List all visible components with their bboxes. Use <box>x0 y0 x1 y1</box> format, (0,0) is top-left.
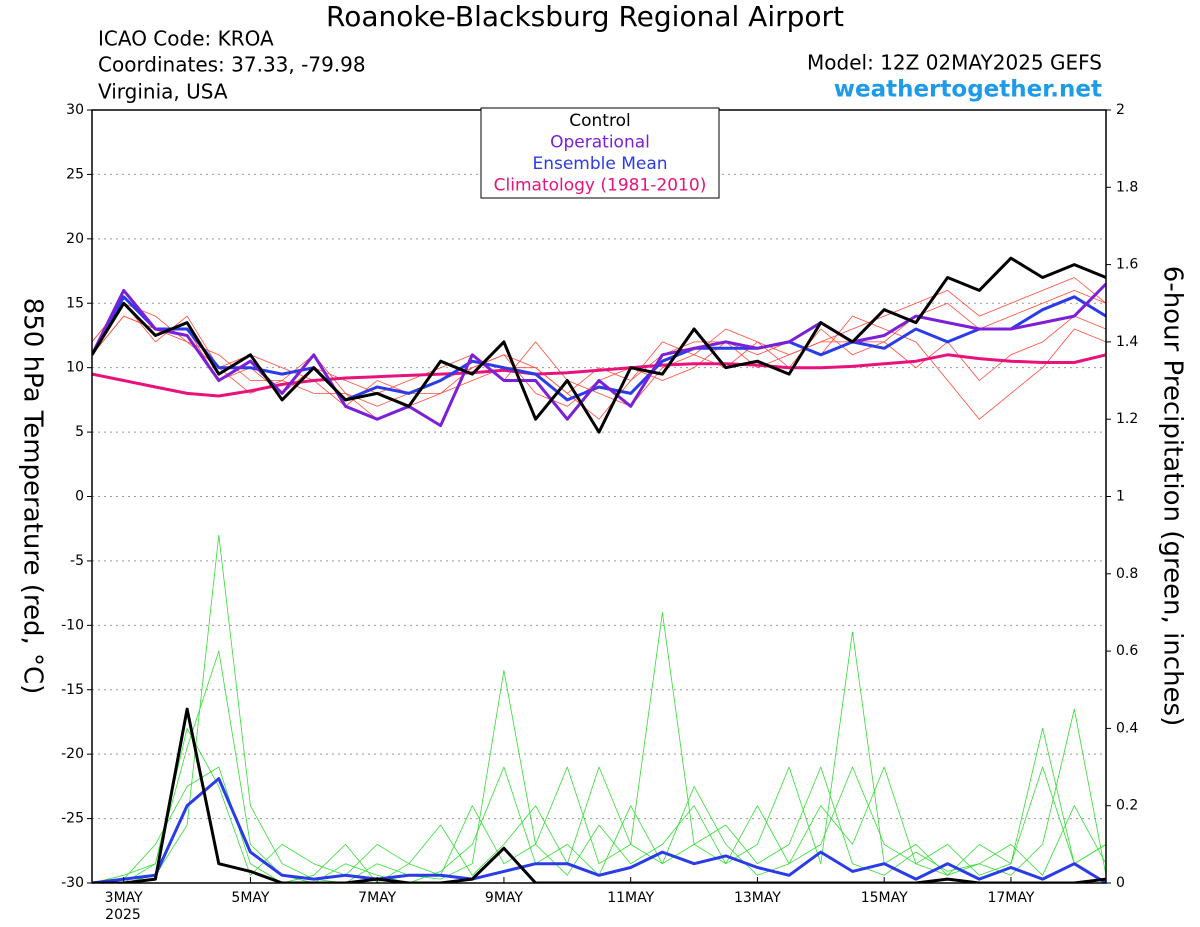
x-tick-label: 13MAY <box>734 890 781 906</box>
y2-tick-label: 1.4 <box>1116 334 1138 350</box>
legend-entry: Control <box>569 111 630 131</box>
y-tick-label: -15 <box>61 682 84 698</box>
plot-layer <box>92 173 1106 883</box>
x-tick-label: 3MAY <box>105 890 143 906</box>
y-tick-label: 5 <box>75 424 84 440</box>
y2-tick-label: 0.6 <box>1116 643 1138 659</box>
year-label: 2025 <box>105 907 141 923</box>
chart-title: Roanoke-Blacksburg Regional Airport <box>326 0 844 33</box>
x-tick-label: 15MAY <box>861 890 908 906</box>
info-line: Virginia, USA <box>98 80 228 104</box>
legend-entry: Ensemble Mean <box>532 154 667 174</box>
y2-tick-label: 1 <box>1116 489 1125 505</box>
y-tick-label: 30 <box>66 102 84 118</box>
legend-box <box>480 107 720 199</box>
member-line <box>92 777 1106 883</box>
member-line <box>92 728 1106 883</box>
x-tick-label: 7MAY <box>358 890 396 906</box>
y2-tick-label: 0.4 <box>1116 720 1138 736</box>
info-line: ICAO Code: KROA <box>98 27 274 51</box>
x-tick-label: 17MAY <box>987 890 1034 906</box>
legend-entry: Operational <box>550 133 650 153</box>
y-tick-label: 10 <box>66 360 84 376</box>
y2-tick-label: 2 <box>1116 102 1125 118</box>
y-tick-label: 0 <box>75 489 84 505</box>
series-line <box>92 256 1106 434</box>
member-line <box>92 315 1106 407</box>
y2-tick-label: 0.2 <box>1116 798 1138 814</box>
model-info: Model: 12Z 02MAY2025 GEFS <box>807 51 1102 75</box>
y-tick-label: -20 <box>61 746 84 762</box>
y-axis-label: 850 hPa Temperature (red, °C) <box>18 298 48 695</box>
y-tick-label: -30 <box>61 875 84 891</box>
y2-tick-label: 1.6 <box>1116 257 1138 273</box>
y-tick-label: -25 <box>61 811 84 827</box>
y-tick-label: 20 <box>66 231 84 247</box>
y2-tick-label: 0 <box>1116 875 1125 891</box>
y-tick-label: -10 <box>61 617 84 633</box>
y2-tick-label: 1.8 <box>1116 179 1138 195</box>
info-line: Coordinates: 37.33, -79.98 <box>98 53 366 77</box>
y-tick-label: 25 <box>66 166 84 182</box>
x-tick-label: 5MAY <box>231 890 269 906</box>
y2-tick-label: 0.8 <box>1116 566 1138 582</box>
member-line <box>92 612 1106 883</box>
member-line <box>92 534 1106 883</box>
site-link: weathertogether.net <box>834 77 1102 103</box>
series-line <box>92 353 1106 398</box>
member-line <box>92 707 1106 883</box>
y-tick-label: 15 <box>66 295 84 311</box>
y-tick-label: -5 <box>70 553 84 569</box>
x-tick-label: 11MAY <box>607 890 654 906</box>
legend-entry: Climatology (1981-2010) <box>494 176 707 196</box>
x-tick-label: 9MAY <box>485 890 523 906</box>
y2-axis-label: 6-hour Precipitation (green, inches) <box>1158 266 1188 726</box>
y2-tick-label: 1.2 <box>1116 411 1138 427</box>
